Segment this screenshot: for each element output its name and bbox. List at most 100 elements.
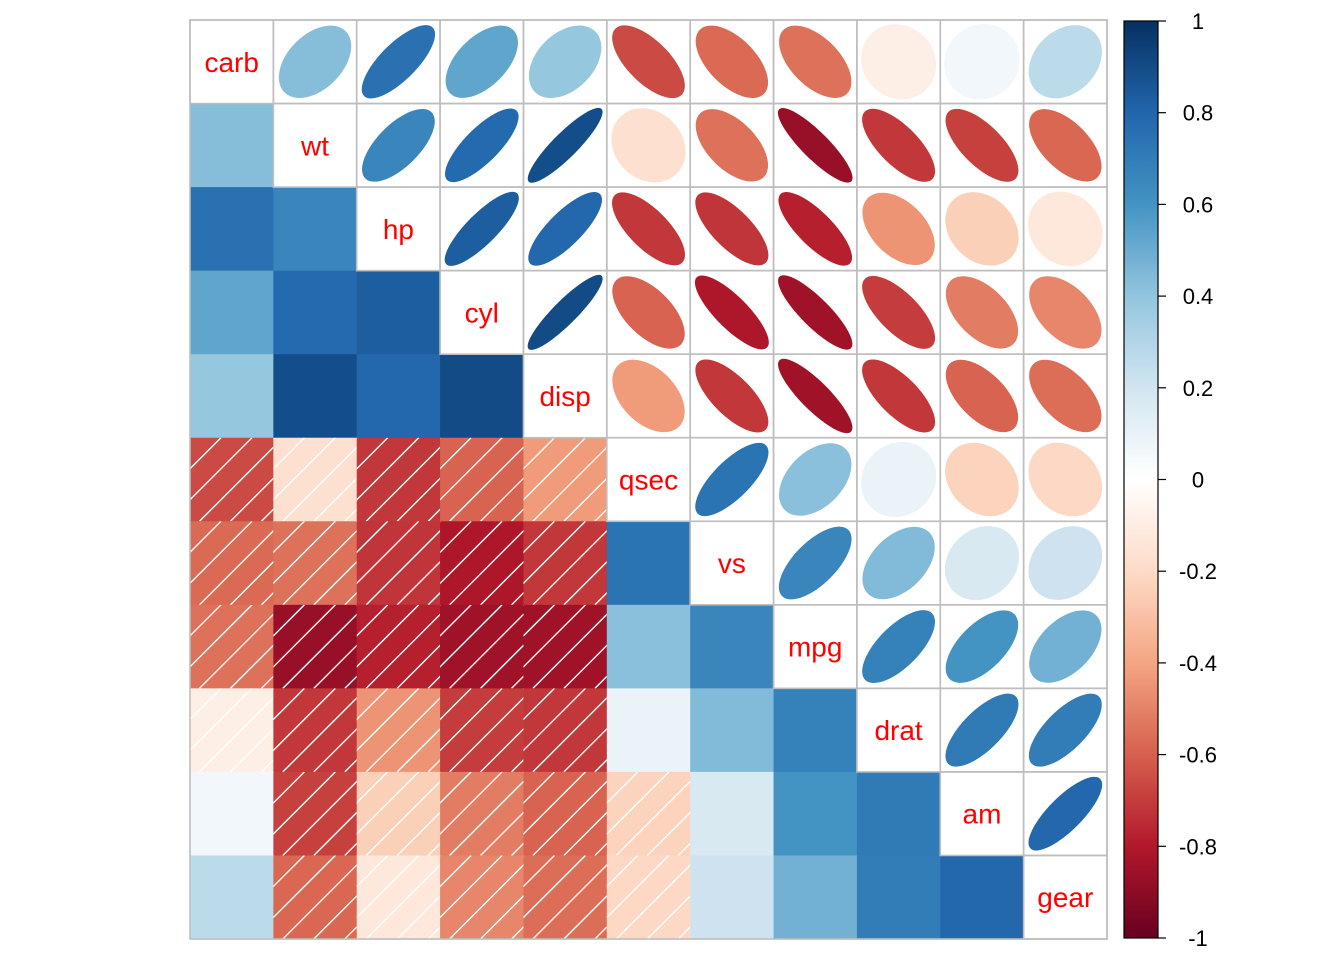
hatch-line (356, 437, 420, 501)
variable-label-carb: carb (204, 47, 258, 78)
hatch-pattern (440, 855, 524, 939)
cell-ellipse-cyl-drat (862, 275, 936, 349)
cell-ellipse-wt-hp (362, 108, 435, 182)
hatch-line (523, 771, 586, 835)
hatch-line (563, 895, 607, 939)
hatch-line (365, 780, 441, 856)
cell-square-disp-carb (190, 354, 274, 439)
cell-ellipse-cyl-gear (1029, 276, 1102, 349)
hatch-pattern (356, 604, 441, 689)
square-mark (273, 270, 358, 355)
square-mark (773, 855, 858, 940)
square-mark (606, 521, 691, 606)
hatch-line (523, 521, 555, 554)
cell-square-vs-disp (523, 521, 608, 606)
cell-square-mpg-cyl (440, 604, 525, 689)
hatch-line (313, 811, 357, 856)
hatch-pattern (356, 855, 441, 939)
square-mark (356, 771, 441, 857)
hatch-line (523, 688, 555, 721)
cell-ellipse-qsec-am (945, 442, 1019, 517)
cell-ellipse-disp-vs (695, 359, 769, 433)
cell-square-drat-cyl (440, 688, 525, 773)
hatch-line (480, 560, 524, 605)
cell-ellipse-carb-wt (278, 25, 352, 98)
square-mark (606, 771, 691, 857)
hatch-line (190, 437, 191, 439)
hatch-line (440, 604, 472, 637)
cell-ellipse-wt-disp (527, 107, 603, 183)
variable-label-disp: disp (539, 381, 590, 412)
hatch-line (356, 855, 420, 919)
cell-ellipse-qsec-vs (695, 442, 769, 517)
square-mark (690, 688, 775, 773)
cell-ellipse-carb-disp (528, 25, 602, 99)
cell-ellipse-cyl-vs (694, 275, 769, 350)
square-mark (190, 354, 274, 439)
cell-square-gear-vs (690, 855, 775, 940)
cell-ellipse-vs-gear (1028, 526, 1103, 600)
hatch-line (282, 446, 357, 522)
hatch-line (440, 771, 503, 835)
hatch-pattern (190, 521, 274, 605)
cell-square-vs-qsec (606, 521, 691, 606)
hatch-line (313, 895, 357, 939)
cell-square-vs-wt (273, 521, 358, 606)
square-mark (356, 270, 441, 355)
hatch-pattern (523, 604, 607, 689)
hatch-line (273, 688, 336, 752)
variable-label-gear: gear (1037, 882, 1093, 913)
square-mark (856, 855, 941, 940)
hatch-line (365, 529, 441, 605)
hatch-line (190, 604, 222, 637)
hatch-line (198, 613, 274, 689)
cell-ellipse-carb-hp (361, 25, 436, 99)
hatch-line (190, 688, 222, 721)
cell-ellipse-qsec-drat (861, 441, 937, 518)
square-mark (190, 270, 274, 355)
hatch-line (440, 521, 472, 554)
cell-ellipse-wt-drat (862, 108, 936, 182)
hatch-line (190, 521, 253, 585)
cell-ellipse-disp-mpg (778, 358, 853, 434)
hatch-line (563, 477, 607, 522)
cell-ellipse-cyl-mpg (778, 275, 853, 350)
hatch-pattern (440, 604, 524, 689)
square-mark (523, 604, 608, 689)
hatch-line (606, 855, 639, 888)
hatch-line (449, 864, 524, 939)
hatch-pattern (440, 771, 524, 856)
square-mark (440, 604, 525, 689)
hatch-pattern (356, 521, 441, 605)
hatch-line (313, 560, 357, 605)
square-mark (440, 771, 525, 857)
hatch-line (229, 477, 274, 522)
cell-square-mpg-vs (690, 604, 775, 689)
cell-ellipse-qsec-mpg (779, 443, 852, 516)
cell-square-am-mpg (773, 771, 858, 857)
variable-label-am: am (963, 799, 1002, 830)
square-mark (273, 187, 358, 272)
hatch-line (563, 644, 607, 689)
hatch-line (356, 521, 389, 554)
hatch-line (273, 604, 336, 668)
cell-square-gear-hp (356, 855, 441, 940)
hatch-line (523, 521, 586, 585)
hatch-line (440, 855, 472, 888)
hatch-pattern (606, 771, 691, 856)
square-mark (273, 521, 358, 606)
square-mark (856, 771, 941, 857)
cell-square-qsec-wt (273, 437, 358, 522)
hatch-line (365, 446, 441, 522)
cell-ellipse-hp-gear (1028, 191, 1103, 267)
hatch-pattern (356, 771, 441, 856)
square-mark (440, 688, 525, 773)
cell-ellipse-wt-gear (1029, 109, 1102, 182)
hatch-line (480, 477, 524, 522)
square-mark (356, 521, 441, 606)
hatch-pattern (273, 604, 357, 689)
cell-square-qsec-disp (523, 437, 608, 522)
hatch-line (273, 855, 336, 919)
cell-ellipse-vs-drat (862, 526, 935, 600)
hatch-pattern (273, 437, 357, 522)
